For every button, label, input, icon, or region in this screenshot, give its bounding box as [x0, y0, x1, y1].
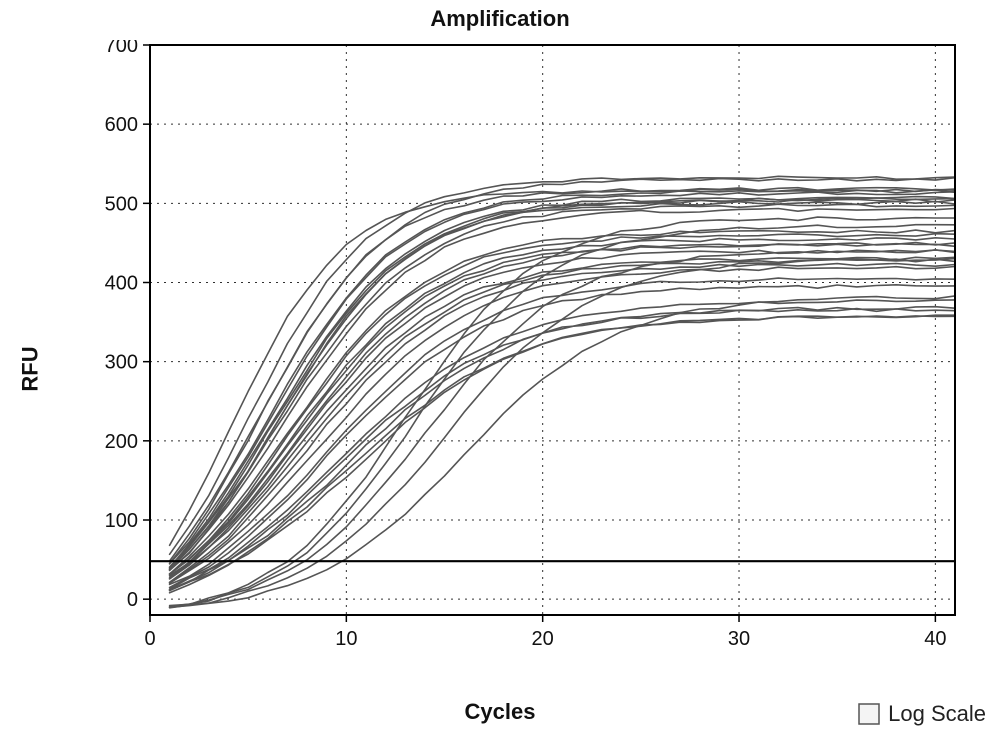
log-scale-label: Log Scale — [888, 701, 986, 727]
svg-text:300: 300 — [105, 352, 138, 374]
svg-text:400: 400 — [105, 273, 138, 295]
svg-text:0: 0 — [127, 589, 138, 611]
x-axis-label: Cycles — [0, 699, 1000, 725]
svg-text:30: 30 — [728, 628, 750, 650]
svg-text:700: 700 — [105, 40, 138, 57]
plot-area: 0102030400100200300400500600700 — [95, 40, 965, 660]
y-axis-label: RFU — [18, 346, 44, 391]
svg-text:0: 0 — [144, 628, 155, 650]
svg-text:600: 600 — [105, 114, 138, 136]
svg-text:10: 10 — [335, 628, 357, 650]
chart-container: Amplification RFU 0102030400100200300400… — [0, 0, 1000, 737]
svg-text:200: 200 — [105, 431, 138, 453]
checkbox-icon — [858, 703, 880, 725]
svg-text:500: 500 — [105, 193, 138, 215]
svg-text:40: 40 — [924, 628, 946, 650]
chart-title: Amplification — [0, 6, 1000, 32]
plot-svg: 0102030400100200300400500600700 — [95, 40, 965, 660]
log-scale-toggle[interactable]: Log Scale — [858, 701, 986, 727]
svg-text:100: 100 — [105, 510, 138, 532]
svg-text:20: 20 — [532, 628, 554, 650]
